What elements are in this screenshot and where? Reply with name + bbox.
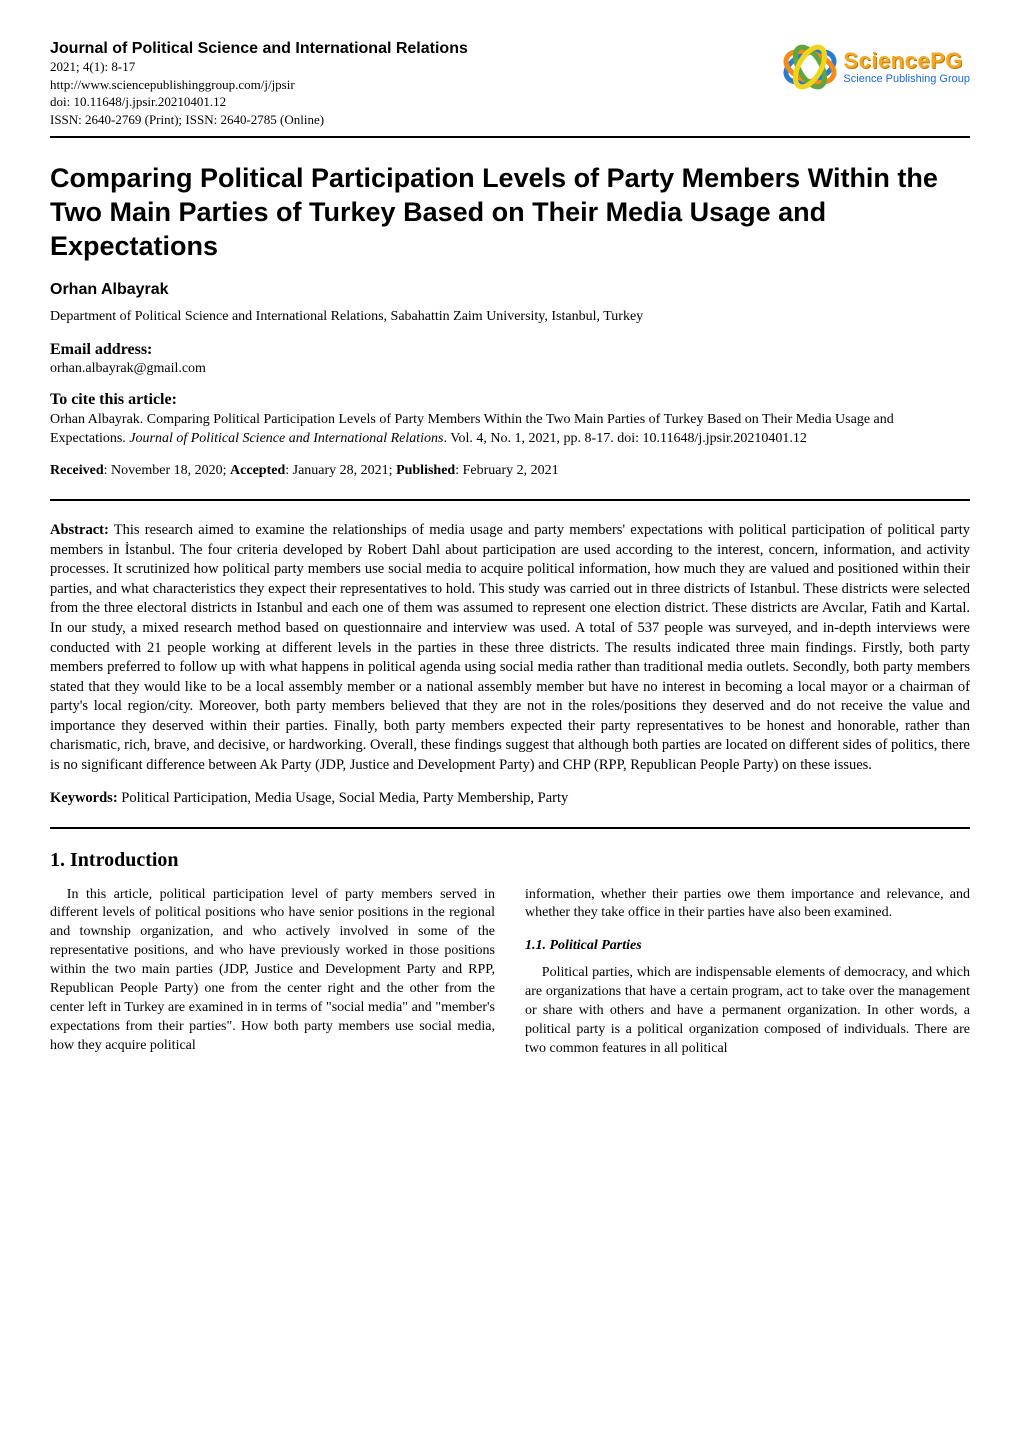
published-label: Published: [396, 463, 455, 478]
journal-issn: ISSN: 2640-2769 (Print); ISSN: 2640-2785…: [50, 111, 783, 129]
abstract-label: Abstract:: [50, 522, 109, 538]
abstract-block: Abstract: This research aimed to examine…: [50, 521, 970, 775]
journal-doi: doi: 10.11648/j.jpsir.20210401.12: [50, 93, 783, 111]
paper-title: Comparing Political Participation Levels…: [50, 162, 970, 263]
published-date: : February 2, 2021: [455, 463, 558, 478]
accepted-date: : January 28, 2021;: [285, 463, 396, 478]
header-rule: [50, 136, 970, 138]
cite-text-2: . Vol. 4, No. 1, 2021, pp. 8-17. doi: 10…: [443, 431, 806, 446]
col2-para2: Political parties, which are indispensab…: [525, 964, 970, 1058]
subheading-1-1: 1.1. Political Parties: [525, 937, 970, 956]
authors: Orhan Albayrak: [50, 281, 970, 299]
col2-para1: information, whether their parties owe t…: [525, 886, 970, 924]
publisher-logo: SciencePG Science Publishing Group: [783, 40, 970, 94]
cite-text-ital: Journal of Political Science and Interna…: [129, 431, 443, 446]
accepted-label: Accepted: [230, 463, 285, 478]
journal-issue: 2021; 4(1): 8-17: [50, 58, 783, 76]
logo-text-bottom: Science Publishing Group: [843, 74, 970, 85]
logo-text-block: SciencePG Science Publishing Group: [843, 50, 970, 85]
abstract-text: This research aimed to examine the relat…: [50, 522, 970, 773]
col1-para1: In this article, political participation…: [50, 886, 495, 1056]
affiliation: Department of Political Science and Inte…: [50, 309, 970, 325]
email-address: orhan.albayrak@gmail.com: [50, 361, 970, 377]
journal-url: http://www.sciencepublishinggroup.com/j/…: [50, 76, 783, 94]
keywords-line: Keywords: Political Participation, Media…: [50, 790, 970, 807]
keywords-text: Political Participation, Media Usage, So…: [118, 790, 569, 806]
section-1-heading: 1. Introduction: [50, 849, 970, 872]
email-label: Email address:: [50, 341, 970, 359]
abstract-bottom-rule: [50, 827, 970, 829]
column-right: information, whether their parties owe t…: [525, 886, 970, 1059]
received-date: : November 18, 2020;: [104, 463, 230, 478]
two-column-body: In this article, political participation…: [50, 886, 970, 1059]
keywords-label: Keywords:: [50, 790, 118, 806]
column-left: In this article, political participation…: [50, 886, 495, 1059]
cite-label: To cite this article:: [50, 391, 970, 409]
cite-block: Orhan Albayrak. Comparing Political Part…: [50, 411, 970, 449]
logo-swirl-icon: [783, 40, 837, 94]
journal-info-block: Journal of Political Science and Interna…: [50, 40, 783, 128]
dates-line: Received: November 18, 2020; Accepted: J…: [50, 463, 970, 479]
logo-text-top: SciencePG: [843, 50, 970, 72]
abstract-top-rule: [50, 499, 970, 501]
header-row: Journal of Political Science and Interna…: [50, 40, 970, 128]
journal-name: Journal of Political Science and Interna…: [50, 40, 783, 58]
received-label: Received: [50, 463, 104, 478]
